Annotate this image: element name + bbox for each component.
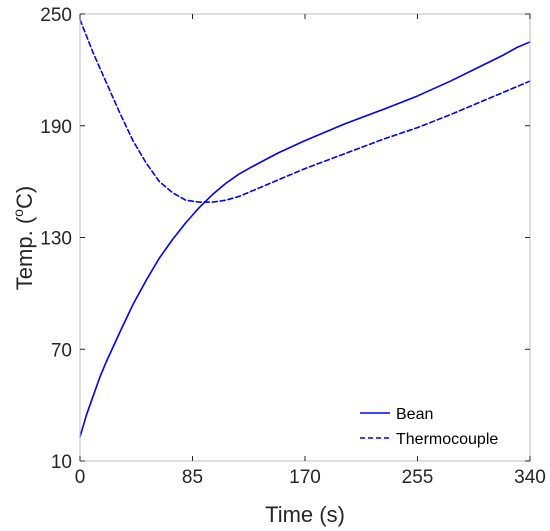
legend-label-bean: Bean — [396, 406, 433, 423]
ticks-layer — [79, 13, 531, 462]
x-tick-label: 0 — [75, 467, 86, 488]
legend: Bean Thermocouple — [360, 406, 498, 448]
y-axis-title-superscript: o — [10, 209, 26, 217]
x-tick-label: 170 — [289, 467, 321, 488]
tick-labels-layer: 0 85 170 255 340 10 70 130 190 250 — [40, 5, 546, 488]
x-axis-title: Time (s) — [265, 502, 345, 527]
y-tick-label: 130 — [40, 229, 72, 250]
series-line-bean — [79, 41, 531, 438]
x-tick-label: 85 — [182, 467, 203, 488]
series-line-thermocouple — [79, 18, 531, 203]
y-axis-title-unit: C) — [12, 186, 37, 209]
y-tick-label: 250 — [40, 5, 72, 26]
y-axis-title: Temp. (oC) — [10, 186, 37, 290]
plot-background — [80, 14, 530, 461]
y-tick-label: 10 — [51, 452, 72, 473]
y-tick-label: 70 — [51, 340, 72, 361]
y-axis-title-main: Temp. ( — [12, 216, 37, 290]
x-tick-label: 340 — [514, 467, 546, 488]
legend-label-thermocouple: Thermocouple — [396, 431, 498, 448]
series-layer — [79, 18, 531, 438]
y-tick-label: 190 — [40, 117, 72, 138]
x-tick-label: 255 — [402, 467, 434, 488]
